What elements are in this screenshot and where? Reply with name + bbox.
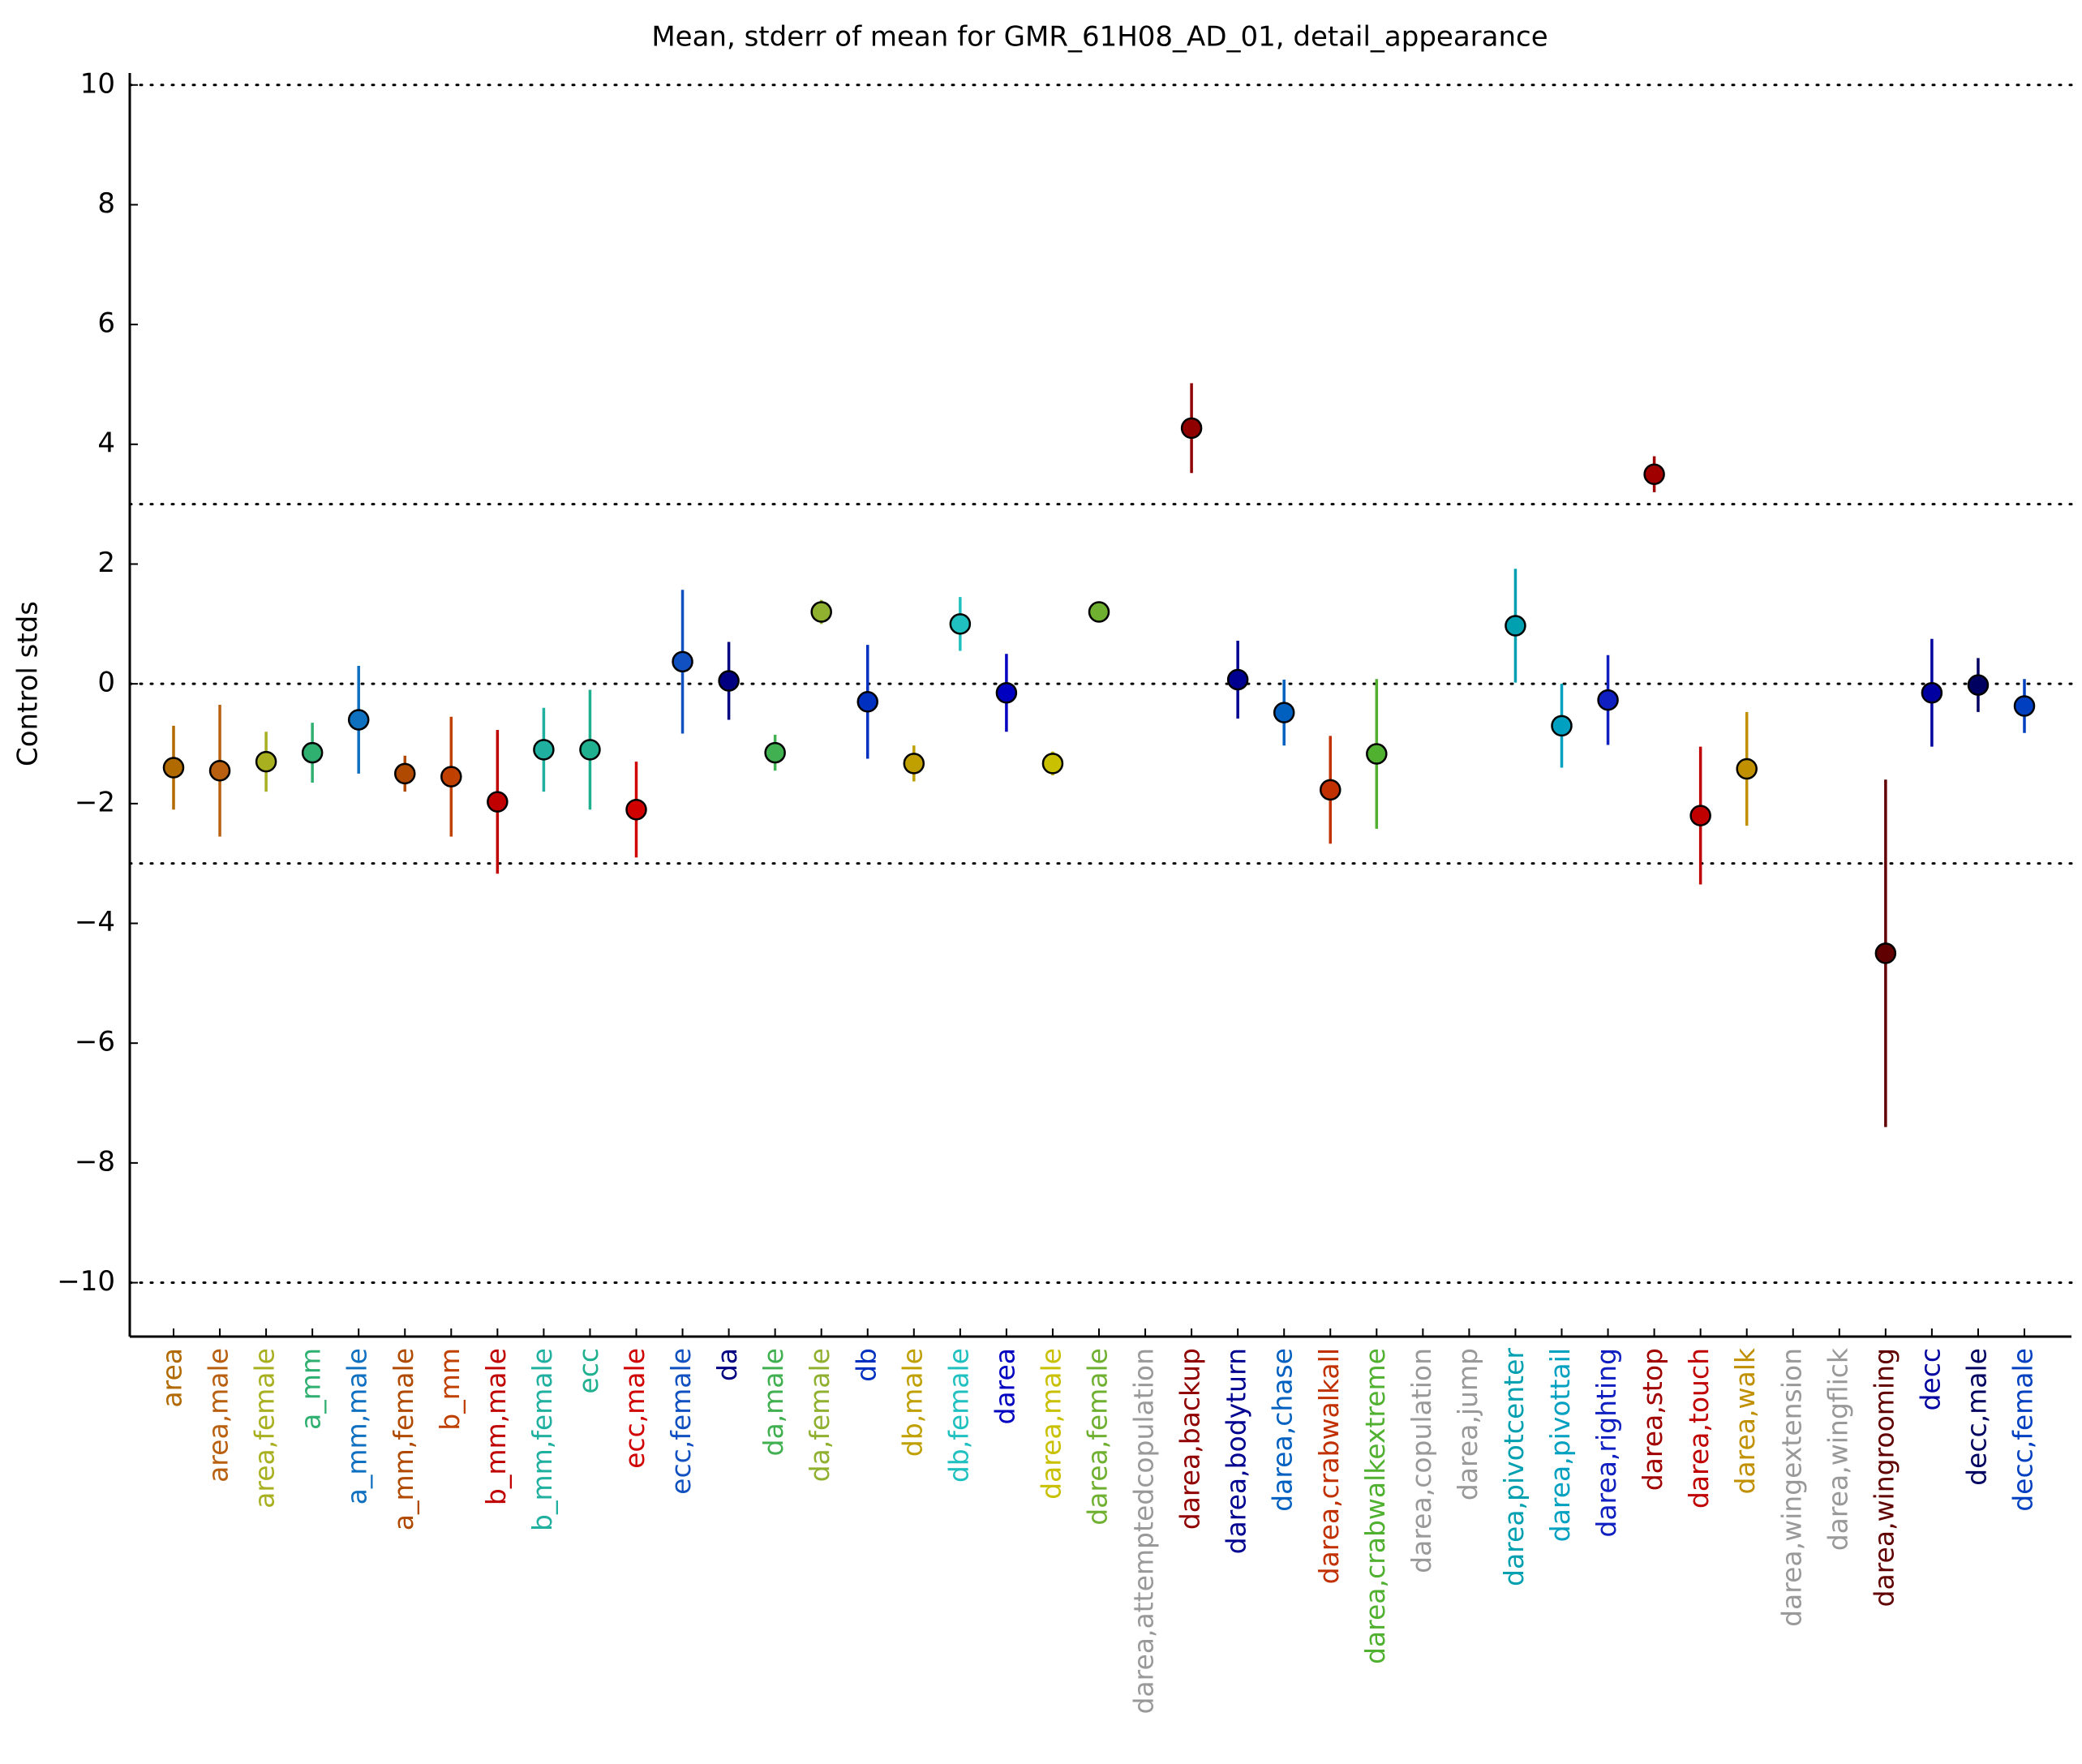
y-tick-label: 4	[97, 427, 115, 459]
x-tick-label: darea,stop	[1637, 1348, 1668, 1491]
x-tick-label: ecc,female	[665, 1348, 697, 1495]
mean-marker	[1689, 805, 1711, 826]
x-tick-label: darea,wingextension	[1775, 1348, 1807, 1627]
x-tick-label: darea,wingflick	[1822, 1347, 1853, 1551]
x-tick-label: darea,bodyturn	[1221, 1348, 1252, 1554]
x-tick-label: area,male	[203, 1348, 234, 1483]
mean-marker	[1041, 753, 1064, 775]
chart-title: Mean, stderr of mean for GMR_61H08_AD_01…	[651, 21, 1548, 54]
mean-marker	[995, 681, 1018, 704]
y-tick-label: −8	[75, 1145, 115, 1178]
x-tick-label: darea,crabwalkextreme	[1359, 1348, 1391, 1664]
y-tick-label: 10	[80, 67, 115, 100]
x-tick-label: decc,male	[1960, 1348, 1992, 1486]
x-tick-label: b_mm	[434, 1348, 466, 1431]
mean-marker	[1874, 942, 1897, 964]
mean-marker	[579, 739, 601, 761]
x-tick-label: db,female	[942, 1348, 974, 1483]
mean-marker	[1505, 615, 1526, 637]
mean-marker	[1551, 715, 1573, 737]
y-tick-label: 6	[97, 307, 115, 340]
y-tick-label: 8	[97, 187, 115, 220]
x-tick-label: a_mm,male	[341, 1348, 373, 1504]
x-tick-label: darea,copulation	[1406, 1348, 1437, 1573]
mean-marker	[440, 766, 462, 788]
mean-marker	[1088, 601, 1110, 623]
x-tick-label: darea	[989, 1348, 1020, 1425]
y-tick-label: −2	[75, 786, 115, 818]
y-tick-label: 0	[97, 667, 115, 699]
mean-marker	[810, 601, 832, 623]
x-tick-label: darea,male	[1035, 1348, 1067, 1500]
mean-marker	[718, 670, 740, 692]
y-tick-label: −6	[75, 1026, 115, 1058]
x-tick-label: da,female	[804, 1348, 835, 1482]
mean-marker	[487, 791, 509, 813]
x-tick-label: darea,touch	[1683, 1348, 1715, 1509]
x-tick-label: a_mm,female	[388, 1348, 419, 1530]
mean-marker	[1226, 668, 1249, 691]
x-tick-label: ecc,male	[619, 1348, 650, 1469]
mean-marker	[672, 650, 693, 673]
x-tick-label: darea,righting	[1590, 1348, 1622, 1538]
mean-marker	[1366, 743, 1388, 765]
x-tick-label: db	[850, 1348, 882, 1382]
x-tick-label: db,male	[896, 1348, 928, 1457]
mean-marker	[533, 739, 555, 761]
mean-marker	[394, 762, 416, 785]
x-tick-label: ecc	[573, 1348, 604, 1394]
x-tick-label: darea,wingrooming	[1868, 1348, 1900, 1607]
mean-marker	[625, 798, 647, 821]
x-tick-label: da	[711, 1348, 743, 1381]
x-tick-label: darea,backup	[1174, 1348, 1206, 1530]
x-tick-label: b_mm,female	[526, 1348, 558, 1531]
mean-marker	[1180, 417, 1203, 440]
y-tick-label: −4	[75, 906, 115, 938]
x-tick-label: area	[157, 1348, 188, 1408]
mean-marker	[301, 741, 324, 764]
mean-marker	[208, 759, 231, 782]
x-tick-label: da,male	[758, 1348, 789, 1457]
x-tick-label: darea,attemptedcopulation	[1128, 1348, 1160, 1715]
x-tick-label: darea,jump	[1452, 1348, 1483, 1500]
mean-marker	[1921, 681, 1943, 704]
x-tick-label: darea,pivottail	[1544, 1348, 1576, 1542]
mean-marker	[1273, 702, 1295, 723]
mean-marker	[2013, 695, 2036, 717]
x-tick-label: area,female	[249, 1348, 281, 1509]
mean-marker	[1736, 758, 1758, 780]
mean-marker	[764, 741, 786, 764]
mean-marker	[1967, 674, 1990, 696]
mean-marker	[1597, 689, 1619, 711]
mean-marker	[1320, 779, 1341, 801]
mean-marker	[949, 613, 972, 635]
x-tick-label: decc,female	[2007, 1348, 2039, 1512]
x-tick-label: darea,pivotcenter	[1498, 1348, 1530, 1586]
x-tick-label: a_mm	[295, 1348, 327, 1430]
x-tick-label: decc	[1914, 1348, 1946, 1411]
x-tick-label: darea,crabwalkall	[1313, 1348, 1345, 1584]
y-tick-label: −10	[57, 1265, 115, 1298]
x-tick-label: darea,walk	[1729, 1347, 1761, 1494]
mean-marker	[903, 753, 925, 775]
mean-marker	[1643, 463, 1665, 485]
mean-marker	[856, 691, 878, 713]
mean-marker	[347, 709, 370, 731]
x-tick-label: b_mm,male	[480, 1348, 512, 1505]
mean-marker	[162, 757, 185, 779]
y-axis-label: Control stds	[12, 601, 45, 766]
y-tick-label: 2	[97, 547, 115, 579]
x-tick-label: darea,chase	[1267, 1348, 1299, 1512]
x-tick-label: darea,female	[1082, 1348, 1114, 1526]
mean-marker	[255, 750, 277, 773]
